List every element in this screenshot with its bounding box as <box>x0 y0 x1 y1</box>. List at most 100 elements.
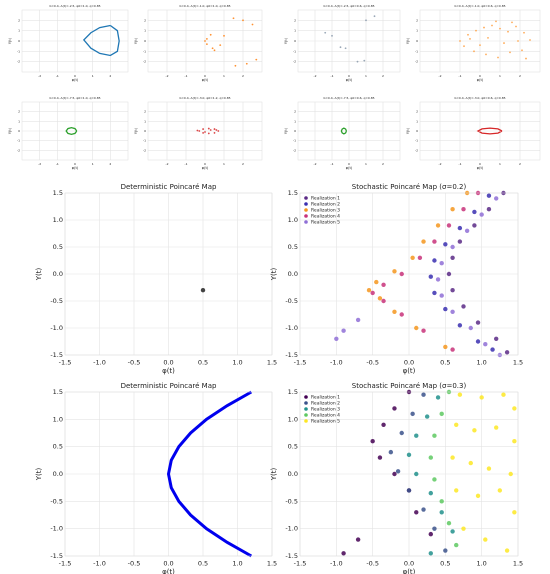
y-tick-label: 0 <box>294 39 296 43</box>
point <box>392 471 397 477</box>
point <box>377 296 383 301</box>
legend-marker <box>304 214 308 218</box>
point <box>410 411 415 417</box>
point <box>450 347 455 352</box>
point <box>206 43 208 45</box>
point <box>432 290 437 296</box>
point <box>468 325 473 331</box>
chart-title: b=0.4, A(t)=-3.0, φ0=0.6, q=0.85 <box>454 96 505 100</box>
x-tick-label: 1 <box>365 162 367 166</box>
plot-frame <box>419 101 541 161</box>
y-axis-label: Y(t) <box>284 37 288 44</box>
point <box>331 34 333 37</box>
x-tick-label: -2 <box>439 74 442 78</box>
point <box>512 406 517 411</box>
x-tick-label: 0 <box>348 162 350 166</box>
y-tick-label: 0.0 <box>53 270 63 278</box>
point <box>479 395 484 400</box>
y-tick-label: 2 <box>18 110 20 114</box>
x-tick-label: 1 <box>223 74 225 78</box>
x-axis-label: φ(t) <box>72 78 79 82</box>
x-tick-label: 0.0 <box>163 560 173 568</box>
y-tick-label: -2 <box>415 148 418 152</box>
x-tick-label: 2 <box>382 74 384 78</box>
x-tick-label: 1.5 <box>267 560 277 568</box>
x-tick-label: 0 <box>74 162 76 166</box>
plot-frame <box>299 391 519 557</box>
x-tick-label: -1.0 <box>93 560 106 568</box>
point <box>428 274 433 279</box>
point <box>388 449 394 455</box>
plot-frame <box>21 101 129 161</box>
point <box>461 526 466 531</box>
point <box>475 320 481 325</box>
y-axis-label: Y(t) <box>35 267 43 281</box>
legend-marker <box>304 220 308 224</box>
x-tick-label: 1 <box>92 162 94 166</box>
x-tick-label: 2 <box>519 162 521 166</box>
point <box>446 223 452 228</box>
y-tick-label: 2 <box>144 18 146 22</box>
y-tick-label: 1.5 <box>288 189 298 197</box>
point <box>410 255 415 260</box>
x-tick-label: 0.0 <box>404 359 414 367</box>
x-tick-label: 0.0 <box>163 359 173 367</box>
y-tick-label: 0 <box>144 129 146 133</box>
point <box>450 255 455 260</box>
y-tick-label: -1 <box>293 139 296 143</box>
legend-marker <box>304 413 308 417</box>
point <box>439 510 444 515</box>
legend-label: Realization 3 <box>311 407 340 413</box>
point <box>395 469 401 474</box>
point <box>464 228 470 233</box>
x-tick-label: 1 <box>365 74 367 78</box>
point <box>461 207 466 212</box>
point <box>417 255 423 260</box>
x-tick-label: -1.0 <box>93 359 106 367</box>
y-tick-label: 1.0 <box>288 415 298 423</box>
point <box>468 460 473 466</box>
x-axis-label: φ(t) <box>477 166 484 170</box>
point <box>450 309 455 314</box>
point <box>432 239 437 244</box>
plot-frame <box>21 9 129 73</box>
chart-title: Stochastic Poincaré Map (σ=0.3) <box>352 382 467 390</box>
point <box>406 488 412 493</box>
x-tick-label: -2 <box>314 74 317 78</box>
x-axis-label: φ(t) <box>162 568 175 574</box>
y-tick-label: 0.0 <box>53 470 63 478</box>
point <box>424 414 430 419</box>
point <box>494 425 499 430</box>
point <box>207 127 210 130</box>
y-axis-label: Y(t) <box>8 127 12 134</box>
y-tick-label: 1.5 <box>288 388 298 396</box>
point <box>245 62 248 65</box>
point <box>356 60 359 63</box>
y-tick-label: 0 <box>144 39 146 43</box>
y-tick-label: -0.5 <box>285 297 298 305</box>
x-axis-label: φ(t) <box>477 78 484 82</box>
y-tick-label: 2 <box>294 110 296 114</box>
y-tick-label: 2 <box>144 110 146 114</box>
point <box>213 132 216 134</box>
point <box>255 58 258 61</box>
y-tick-label: -2 <box>17 60 20 64</box>
point <box>365 19 367 22</box>
y-tick-label: -1 <box>293 49 296 53</box>
y-tick-label: 1.5 <box>53 388 63 396</box>
x-axis-label: φ(t) <box>346 78 353 82</box>
point <box>457 239 463 244</box>
y-tick-label: -1 <box>143 139 146 143</box>
point <box>213 49 216 52</box>
point <box>432 433 437 438</box>
plot-frame <box>297 9 401 73</box>
point <box>421 507 426 512</box>
point <box>467 33 469 36</box>
y-tick-label: -2 <box>143 60 146 64</box>
point <box>366 288 372 293</box>
point <box>475 339 481 344</box>
point <box>399 430 404 436</box>
point <box>485 53 487 56</box>
point <box>501 392 506 397</box>
point <box>435 395 441 400</box>
